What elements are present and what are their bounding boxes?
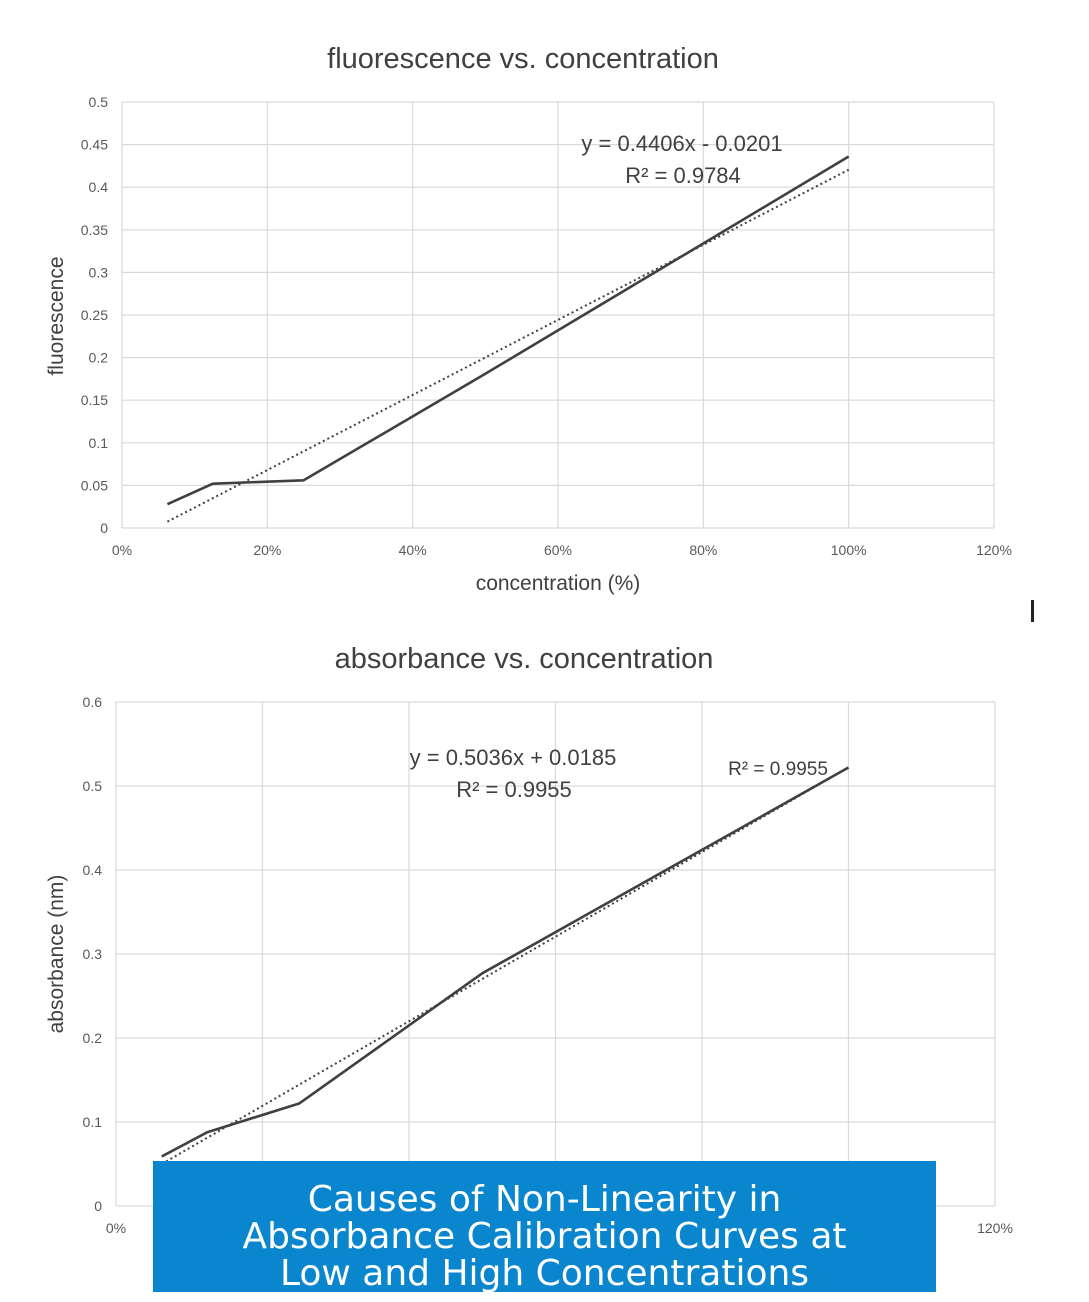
x-tick-label: 120% [976, 542, 1012, 558]
y-tick-label: 0.45 [81, 137, 108, 153]
data-series [166, 155, 850, 506]
y-tick-label: 0.6 [83, 694, 103, 710]
y-axis-ticks: 0 0.05 0.1 0.15 0.2 0.25 0.3 0.35 0.4 0.45 0.5 [81, 94, 108, 536]
r-squared-label: R² = 0.9784 [625, 163, 741, 188]
x-axis-ticks: 0% 120% [106, 1220, 1013, 1236]
y-tick-label: 0 [94, 1198, 102, 1214]
x-tick-label: 0% [106, 1220, 126, 1236]
trendline [161, 766, 850, 1165]
y-axis-ticks: 0 0.1 0.2 0.3 0.4 0.5 0.6 [83, 694, 103, 1214]
chart-title: absorbance vs. concentration [335, 643, 714, 675]
x-tick-label: 100% [831, 542, 867, 558]
trendline [166, 168, 850, 523]
grid [121, 101, 995, 529]
x-tick-label: 60% [544, 542, 572, 558]
series-line [161, 766, 850, 1158]
fluorescence-chart: fluorescence vs. concentration 00.050.10… [45, 43, 1012, 595]
y-tick-label: 0.2 [89, 350, 109, 366]
x-tick-label: 40% [399, 542, 427, 558]
x-tick-label: 0% [112, 542, 132, 558]
y-axis-label: absorbance (nm) [45, 875, 68, 1034]
text-cursor [1031, 600, 1034, 622]
y-axis-label: fluorescence [45, 256, 68, 375]
series-line [166, 155, 850, 506]
y-tick-label: 0.5 [83, 778, 103, 794]
x-axis-label: concentration (%) [476, 572, 641, 595]
trendline-equation: y = 0.4406x - 0.0201 [581, 131, 782, 156]
y-tick-label: 0.4 [83, 862, 103, 878]
y-tick-label: 0.25 [81, 307, 108, 323]
chart-title: fluorescence vs. concentration [327, 43, 719, 75]
x-tick-label: 20% [253, 542, 281, 558]
y-tick-label: 0.4 [89, 179, 109, 195]
y-tick-label: 0.2 [83, 1030, 103, 1046]
y-tick-label: 0.3 [83, 946, 103, 962]
y-tick-label: 0.35 [81, 222, 108, 238]
linear-trendline [161, 766, 850, 1165]
y-tick-label: 0.5 [89, 94, 109, 110]
x-tick-label: 120% [977, 1220, 1013, 1236]
y-tick-label: 0.15 [81, 392, 108, 408]
y-tick-label: 0.1 [89, 435, 109, 451]
r-squared-label: R² = 0.9955 [456, 777, 572, 802]
y-tick-label: 0.1 [83, 1114, 103, 1130]
x-tick-label: 80% [689, 542, 717, 558]
trendline-equation: y = 0.5036x + 0.0185 [410, 745, 617, 770]
x-axis-ticks: 0% 20% 40% 60% 80% 100% 120% [112, 542, 1012, 558]
y-tick-label: 0 [100, 520, 108, 536]
article-title-banner: Causes of Non-Linearity in Absorbance Ca… [153, 1161, 936, 1292]
data-series [161, 766, 850, 1158]
linear-trendline [166, 168, 850, 523]
y-tick-label: 0.05 [81, 477, 108, 493]
y-tick-label: 0.3 [89, 264, 109, 280]
r-squared-label-secondary: R² = 0.9955 [728, 759, 828, 780]
